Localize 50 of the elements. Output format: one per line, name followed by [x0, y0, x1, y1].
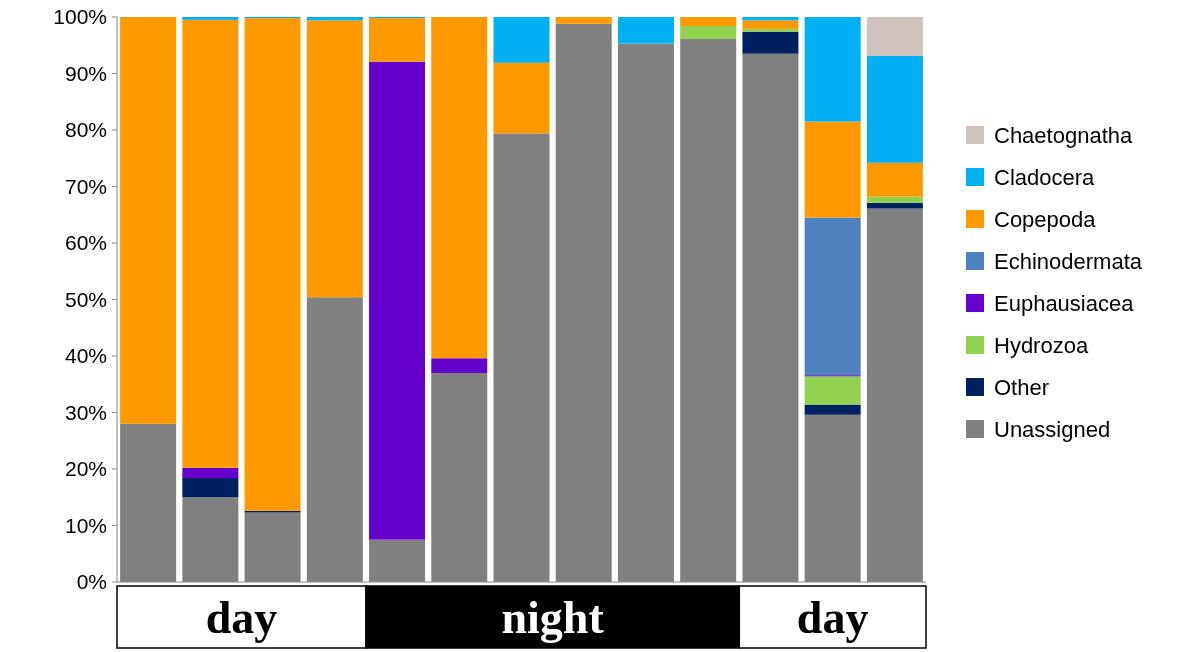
bar: [493, 17, 550, 63]
y-tick-label: 70%: [64, 174, 107, 198]
bar: [369, 18, 426, 62]
bar: [742, 20, 799, 29]
legend-label: Euphausiacea: [994, 290, 1135, 316]
bar: [866, 17, 923, 56]
legend-label: Other: [994, 374, 1050, 400]
legend-label: Cladocera: [994, 164, 1096, 190]
bar: [866, 162, 923, 197]
y-tick-label: 60%: [64, 231, 107, 255]
y-tick-label: 10%: [64, 513, 107, 537]
bar: [493, 62, 550, 134]
legend-label: Copepoda: [994, 206, 1097, 232]
y-tick-label: 100%: [53, 5, 107, 29]
legend-label: Hydrozoa: [994, 332, 1089, 358]
bar: [804, 121, 861, 218]
bar: [244, 18, 301, 511]
bar: [866, 55, 923, 163]
bar: [742, 31, 799, 54]
bar: [742, 28, 799, 32]
bar: [680, 17, 737, 27]
bar: [866, 196, 923, 203]
bar: [182, 19, 239, 468]
y-tick-label: 90%: [64, 61, 107, 85]
legend-label: Echinodermata: [994, 248, 1143, 274]
bar: [680, 26, 737, 40]
day-night-strip: day night day: [116, 585, 927, 649]
bar: [369, 61, 426, 540]
bar: [182, 467, 239, 479]
legend-label: Chaetognatha: [994, 122, 1133, 148]
bar: [804, 376, 861, 405]
bar: [431, 358, 488, 373]
y-tick-label: 20%: [64, 457, 107, 481]
bar: [182, 17, 239, 20]
bar: [804, 17, 861, 122]
y-tick-label: 80%: [64, 118, 107, 142]
bar: [182, 478, 239, 498]
bar: [804, 404, 861, 415]
y-tick-label: 30%: [64, 400, 107, 424]
y-tick-label: 40%: [64, 344, 107, 368]
bar: [555, 17, 612, 24]
bar: [804, 217, 861, 376]
bar: [306, 20, 363, 298]
bar: [431, 17, 488, 359]
bar: [120, 17, 177, 424]
legend-label: Unassigned: [994, 416, 1111, 442]
y-tick-label: 0%: [76, 570, 107, 594]
bar: [866, 202, 923, 209]
y-tick-label: 50%: [64, 287, 107, 311]
bar: [617, 17, 674, 44]
